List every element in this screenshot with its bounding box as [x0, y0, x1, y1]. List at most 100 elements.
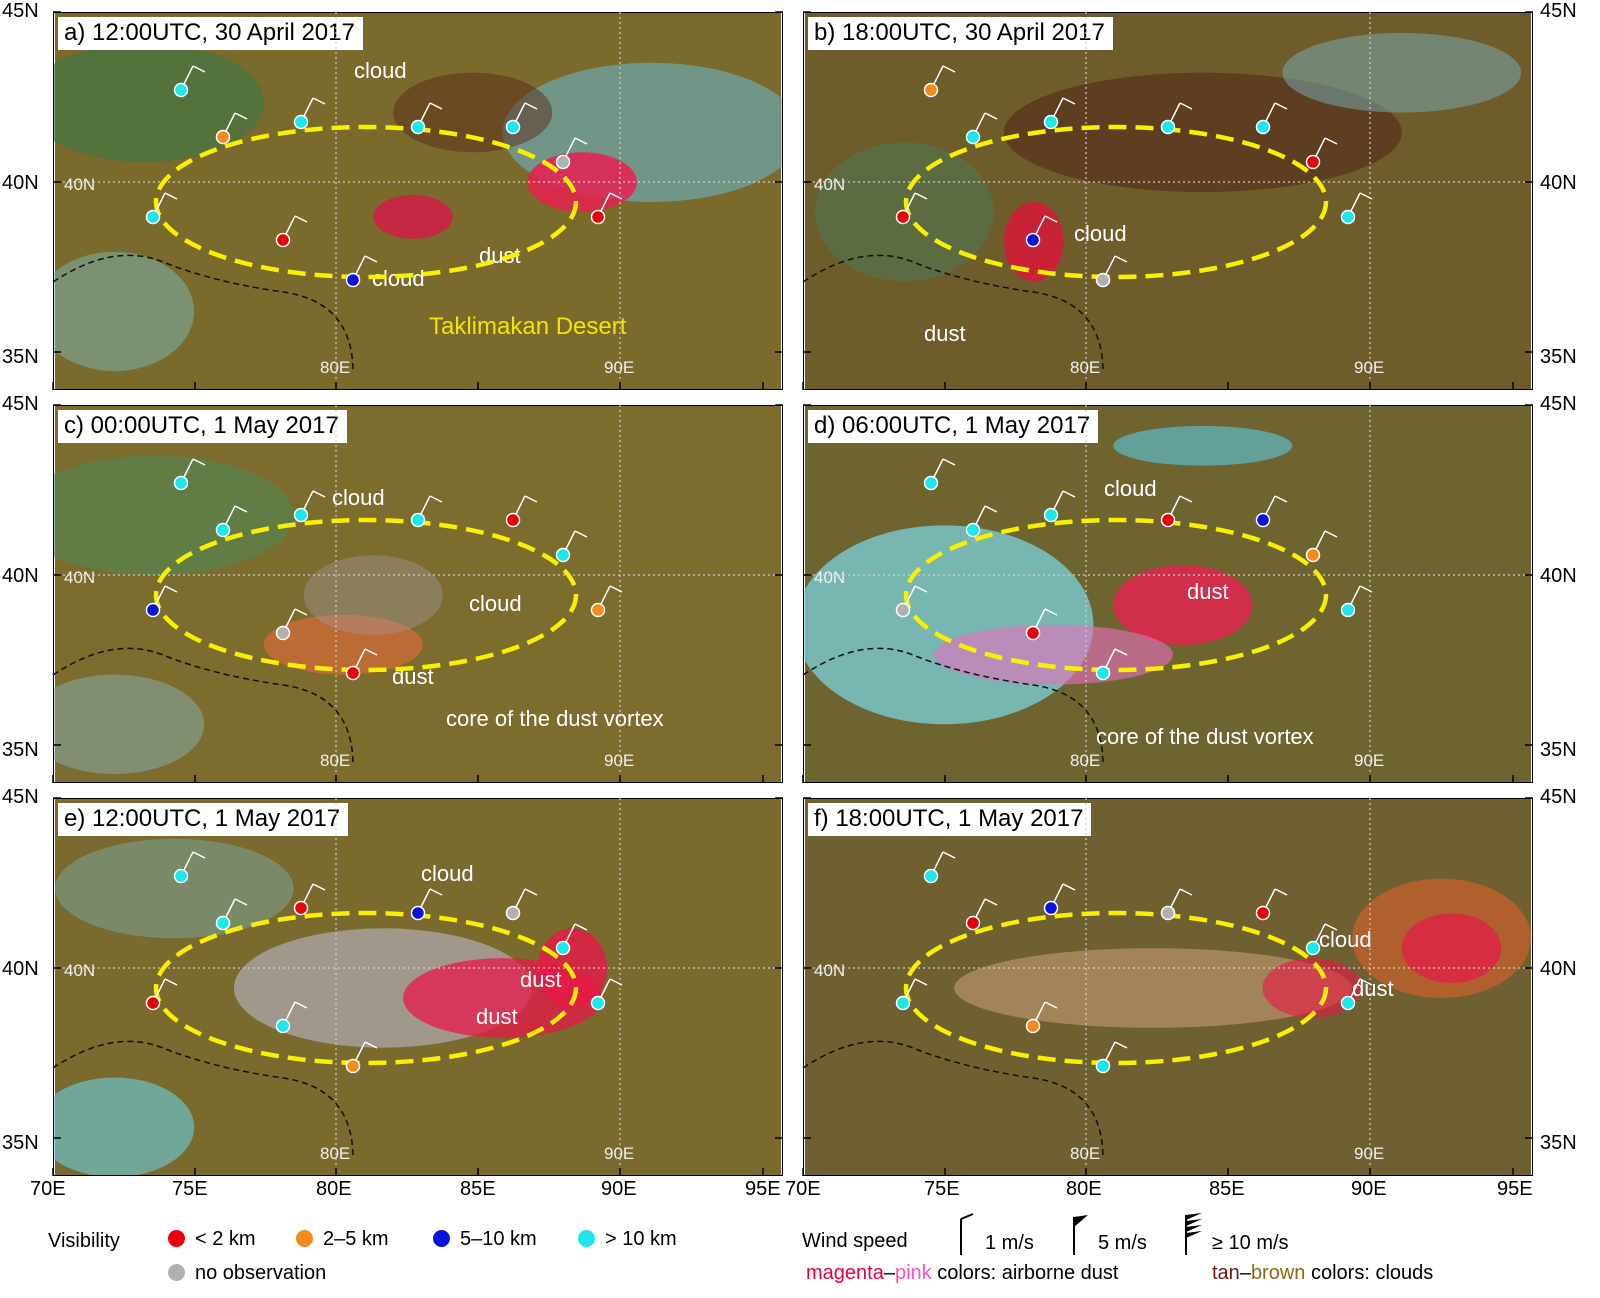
- label-dust: dust: [1187, 579, 1229, 604]
- visibility-legend-title: Visibility: [48, 1230, 120, 1252]
- panel-d: d) 06:00UTC, 1 May 2017 cloud dust core …: [803, 405, 1533, 783]
- lon-label-95e-left: 95E: [745, 1178, 781, 1200]
- visibility-dot-cyan: [578, 1230, 595, 1247]
- grid-label-90e: 90E: [604, 358, 635, 377]
- panel-title-f: f) 18:00UTC, 1 May 2017: [808, 803, 1092, 836]
- lat-label-45n-d: 45N: [1540, 393, 1577, 415]
- grid-label-40n: 40N: [814, 175, 846, 194]
- lon-label-80e-left: 80E: [316, 1178, 352, 1200]
- label-cloud: cloud: [469, 591, 522, 616]
- satellite-image-f: [804, 799, 1532, 1175]
- grid-label-90e: 90E: [604, 751, 635, 770]
- lat-label-45n-b: 45N: [1540, 0, 1577, 22]
- lon-label-70e-right: 70E: [785, 1178, 821, 1200]
- grid-label-40n: 40N: [64, 175, 96, 194]
- satellite-image-c: [54, 406, 782, 782]
- visibility-label-lt2: < 2 km: [195, 1228, 256, 1250]
- color-key-dust: magenta–pink colors: airborne dust: [806, 1262, 1118, 1285]
- lon-label-70e-left: 70E: [30, 1178, 66, 1200]
- color-key-dash: –: [883, 1262, 895, 1284]
- panel-title-e: e) 12:00UTC, 1 May 2017: [58, 803, 349, 836]
- panel-title-a: a) 12:00UTC, 30 April 2017: [58, 17, 363, 50]
- panel-b: b) 18:00UTC, 30 April 2017 cloud dust 40…: [803, 12, 1533, 390]
- visibility-label-2-5: 2–5 km: [323, 1228, 389, 1250]
- lon-label-75e-left: 75E: [172, 1178, 208, 1200]
- lon-label-90e-right: 90E: [1351, 1178, 1387, 1200]
- color-key-dust-text: colors: airborne dust: [931, 1262, 1119, 1284]
- color-key-dash: –: [1239, 1262, 1251, 1284]
- label-vortex-core: core of the dust vortex: [1096, 724, 1314, 749]
- grid-label-80e: 80E: [320, 1144, 351, 1163]
- label-cloud: cloud: [1319, 927, 1372, 952]
- grid-label-80e: 80E: [1070, 1144, 1101, 1163]
- panel-title-c: c) 00:00UTC, 1 May 2017: [58, 410, 347, 443]
- label-cloud: cloud: [1104, 476, 1157, 501]
- visibility-dot-orange: [296, 1230, 313, 1247]
- lon-label-90e-left: 90E: [601, 1178, 637, 1200]
- lon-label-85e-left: 85E: [460, 1178, 496, 1200]
- wind-barb-1ms-icon: [960, 1213, 974, 1255]
- color-key-clouds-text: colors: clouds: [1305, 1262, 1434, 1284]
- wind-barb-5ms-icon: [1073, 1215, 1088, 1255]
- lat-label-35n-d: 35N: [1540, 739, 1577, 761]
- color-key-brown: brown: [1250, 1262, 1306, 1284]
- lat-label-45n-e: 45N: [2, 786, 39, 808]
- lat-label-45n-a: 45N: [2, 0, 39, 22]
- label-dust: dust: [476, 1004, 518, 1029]
- panel-title-b: b) 18:00UTC, 30 April 2017: [808, 17, 1113, 50]
- wind-legend-title: Wind speed: [802, 1230, 908, 1252]
- lat-label-40n-d: 40N: [1540, 565, 1577, 587]
- label-dust: dust: [520, 967, 562, 992]
- lat-label-35n-b: 35N: [1540, 346, 1577, 368]
- color-key-magenta: magenta: [806, 1262, 884, 1284]
- label-vortex-core: core of the dust vortex: [446, 706, 664, 731]
- lon-label-85e-right: 85E: [1209, 1178, 1245, 1200]
- visibility-label-gt10: > 10 km: [605, 1228, 677, 1250]
- lon-label-95e-right: 95E: [1497, 1178, 1533, 1200]
- grid-label-90e: 90E: [1354, 1144, 1385, 1163]
- satellite-image-b: [804, 13, 1532, 389]
- color-key-pink: pink: [894, 1262, 932, 1284]
- color-key-clouds: tan–brown colors: clouds: [1212, 1262, 1433, 1285]
- lat-label-35n-e: 35N: [2, 1132, 39, 1154]
- panel-f: f) 18:00UTC, 1 May 2017 cloud dust 40N 8…: [803, 798, 1533, 1176]
- grid-label-80e: 80E: [1070, 358, 1101, 377]
- wind-label-1ms: 1 m/s: [985, 1232, 1034, 1254]
- grid-label-40n: 40N: [814, 961, 846, 980]
- color-key-tan: tan: [1212, 1262, 1240, 1284]
- visibility-dot-gray: [168, 1264, 185, 1281]
- lon-label-75e-right: 75E: [924, 1178, 960, 1200]
- panel-a: a) 12:00UTC, 30 April 2017 cloud cloud d…: [53, 12, 783, 390]
- label-dust: dust: [924, 321, 966, 346]
- satellite-image-e: [54, 799, 782, 1175]
- grid-label-90e: 90E: [1354, 751, 1385, 770]
- lat-label-45n-c: 45N: [2, 393, 39, 415]
- wind-barb-10ms-icon: [1185, 1213, 1202, 1255]
- grid-label-40n: 40N: [64, 568, 96, 587]
- visibility-label-no-obs: no observation: [195, 1262, 327, 1284]
- grid-label-80e: 80E: [320, 358, 351, 377]
- lat-label-45n-f: 45N: [1540, 786, 1577, 808]
- lon-label-80e-right: 80E: [1066, 1178, 1102, 1200]
- lat-label-40n-a: 40N: [2, 172, 39, 194]
- grid-label-80e: 80E: [1070, 751, 1101, 770]
- wind-label-5ms: 5 m/s: [1098, 1232, 1147, 1254]
- lat-label-35n-f: 35N: [1540, 1132, 1577, 1154]
- lat-label-35n-c: 35N: [2, 739, 39, 761]
- panel-e: e) 12:00UTC, 1 May 2017 cloud dust dust …: [53, 798, 783, 1176]
- panel-title-d: d) 06:00UTC, 1 May 2017: [808, 410, 1099, 443]
- visibility-dot-red: [168, 1230, 185, 1247]
- grid-label-90e: 90E: [604, 1144, 635, 1163]
- satellite-image-a: [54, 13, 782, 389]
- wind-label-10ms: ≥ 10 m/s: [1212, 1232, 1289, 1254]
- grid-label-40n: 40N: [814, 568, 846, 587]
- grid-label-40n: 40N: [64, 961, 96, 980]
- label-cloud: cloud: [372, 266, 425, 291]
- lat-label-35n-a: 35N: [2, 346, 39, 368]
- visibility-dot-blue: [433, 1230, 450, 1247]
- label-desert: Taklimakan Desert: [429, 313, 627, 340]
- label-cloud: cloud: [354, 58, 407, 83]
- label-cloud: cloud: [1074, 221, 1127, 246]
- panel-c: c) 00:00UTC, 1 May 2017 cloud cloud dust…: [53, 405, 783, 783]
- label-dust: dust: [392, 664, 434, 689]
